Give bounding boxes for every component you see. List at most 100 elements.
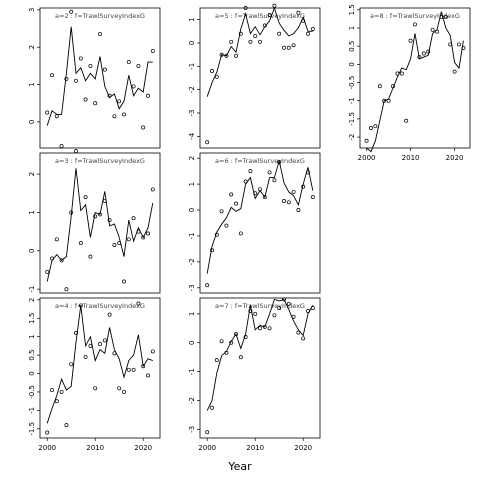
- data-point: [45, 110, 50, 115]
- data-point: [150, 48, 155, 53]
- data-point: [310, 306, 315, 311]
- y-tick-label: -0.5: [28, 385, 36, 399]
- y-tick-label: 1: [188, 182, 196, 186]
- data-point: [54, 237, 59, 242]
- data-point: [238, 31, 243, 36]
- panel-frame: [39, 7, 161, 149]
- data-point: [291, 43, 296, 48]
- data-point: [107, 218, 112, 223]
- data-point: [253, 311, 258, 316]
- data-point: [286, 45, 291, 50]
- data-point: [107, 312, 112, 317]
- x-tick-label: 2020: [294, 444, 312, 452]
- panel-frame: [199, 7, 321, 149]
- data-point: [59, 389, 64, 394]
- data-point: [296, 330, 301, 335]
- fit-line: [366, 11, 464, 153]
- data-point: [243, 179, 248, 184]
- data-point: [364, 138, 369, 143]
- data-point: [54, 399, 59, 404]
- data-point: [117, 386, 122, 391]
- data-point: [205, 283, 210, 288]
- data-point: [443, 15, 448, 20]
- data-point: [64, 76, 69, 81]
- data-point: [141, 364, 146, 369]
- data-point: [262, 324, 267, 329]
- y-tick-label: 0: [348, 62, 356, 66]
- data-point: [50, 256, 54, 261]
- data-point: [430, 27, 435, 32]
- data-point: [457, 42, 461, 47]
- data-point: [107, 93, 112, 98]
- y-tick-label: 1: [28, 334, 36, 338]
- data-point: [74, 331, 78, 335]
- data-point: [267, 326, 272, 331]
- data-point: [78, 303, 83, 308]
- y-tick-label: -3: [188, 426, 196, 433]
- y-tick-label: -1.5: [348, 112, 356, 126]
- x-tick-label: 2000: [358, 154, 376, 162]
- data-point: [224, 223, 229, 228]
- data-point: [205, 140, 210, 145]
- data-point: [306, 170, 310, 175]
- data-point: [395, 71, 400, 76]
- y-tick-label: 0: [188, 41, 196, 45]
- panel-label: a=6 : f=TrawlSurveyIndexG: [215, 157, 305, 165]
- y-tick-label: -1: [28, 286, 36, 293]
- data-point: [267, 13, 272, 17]
- data-point: [399, 71, 404, 76]
- panel-7: a=7 : f=TrawlSurveyIndexG 1 0 -1 -2 -3 2000 201…: [188, 297, 321, 452]
- data-point: [253, 34, 258, 38]
- data-point: [83, 354, 88, 359]
- y-tick-label: 3: [28, 8, 36, 12]
- data-point: [452, 69, 457, 74]
- data-point: [386, 98, 391, 103]
- data-point: [74, 78, 78, 83]
- data-point: [301, 336, 306, 341]
- panel-frame: [39, 297, 161, 439]
- panel-5: a=6 : f=TrawlSurveyIndexG 2 1 0 -1 -2 -3: [188, 152, 321, 294]
- data-point: [373, 124, 378, 129]
- data-point: [136, 229, 141, 234]
- data-point: [98, 32, 102, 37]
- data-point: [426, 49, 431, 54]
- data-point: [296, 10, 301, 15]
- y-tick-label: -2: [348, 134, 356, 141]
- panel-label: a=3 : f=TrawlSurveyIndexG: [55, 157, 145, 165]
- y-tick-label: -1: [28, 407, 36, 414]
- data-point: [229, 340, 234, 345]
- data-point: [69, 9, 74, 14]
- y-tick-label: -2: [188, 86, 196, 93]
- data-point: [83, 97, 88, 102]
- data-point: [50, 388, 54, 393]
- data-point: [253, 191, 258, 196]
- data-point: [210, 405, 214, 410]
- data-point: [93, 101, 98, 106]
- data-point: [219, 339, 224, 344]
- data-point: [282, 297, 286, 302]
- data-point: [448, 42, 453, 47]
- data-point: [306, 31, 310, 36]
- y-tick-label: 0: [188, 208, 196, 212]
- data-point: [74, 149, 78, 154]
- data-point: [93, 386, 98, 391]
- data-point: [64, 423, 69, 428]
- data-point: [369, 126, 373, 130]
- data-point: [141, 235, 146, 240]
- data-point: [45, 430, 50, 435]
- data-point: [417, 55, 422, 60]
- y-tick-label: -2: [188, 397, 196, 404]
- y-tick-label: 1: [188, 17, 196, 21]
- data-point: [248, 309, 253, 313]
- data-point: [88, 254, 93, 259]
- data-point: [229, 192, 234, 197]
- data-point: [413, 22, 417, 27]
- data-point: [272, 313, 277, 318]
- data-point: [112, 243, 117, 248]
- data-point: [277, 31, 282, 36]
- panel-6: a=4 : f=TrawlSurveyIndexG 2 1.5 1 0.5 0 -0.5 -1…: [28, 297, 161, 452]
- data-point: [435, 29, 439, 34]
- panel-label: a=8 : f=TrawlSurveyIndexG: [370, 12, 460, 20]
- data-point: [267, 170, 272, 175]
